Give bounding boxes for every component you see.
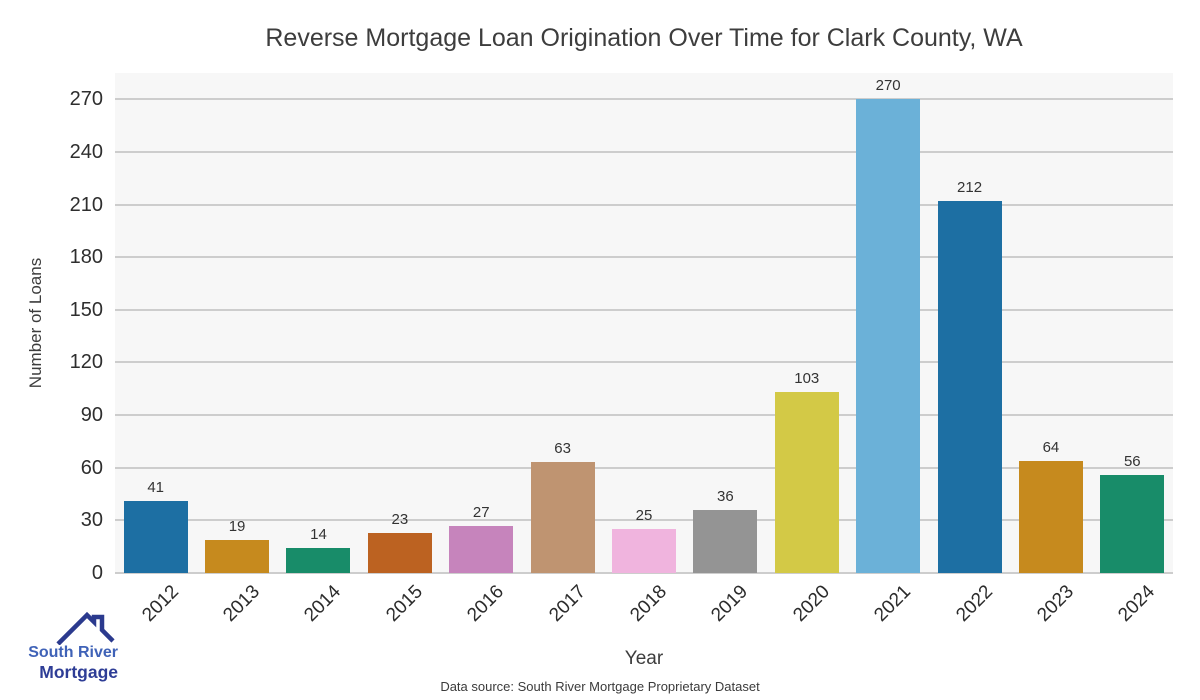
bar-value-label: 14: [310, 526, 327, 544]
y-tick-label: 270: [69, 88, 103, 111]
gridline: [115, 361, 1173, 364]
gridline: [115, 98, 1173, 101]
y-tick-label: 210: [69, 193, 103, 216]
bar: [1100, 474, 1165, 573]
y-tick-label: 0: [91, 562, 103, 584]
logo-text-line1: South River: [28, 644, 118, 661]
gridline: [115, 308, 1173, 311]
x-axis-ticks: 2012 2013 2014 2015 2016 2017 2018 2019 2020 2021…: [115, 578, 1173, 648]
x-axis-title: Year: [624, 648, 664, 669]
gridline: [115, 150, 1173, 153]
bar-value-label: 19: [228, 517, 246, 535]
y-tick-label: 180: [69, 246, 103, 269]
plot-area: 41 19 14 23 27 63 25 36 103 270 212 64 56: [115, 73, 1173, 574]
bar: [286, 548, 351, 573]
bar-value-label: 41: [147, 479, 165, 497]
house-roof-icon: [56, 611, 115, 645]
bar: [1018, 460, 1083, 573]
bar: [693, 509, 758, 573]
bar-value-label: 270: [875, 77, 901, 95]
bar: [205, 539, 270, 573]
bar-value-label: 27: [472, 503, 490, 521]
bar-value-label: 63: [554, 440, 571, 458]
data-source-note: Data source: South River Mortgage Propri…: [440, 679, 760, 694]
y-tick-label: 120: [69, 351, 103, 374]
y-tick-label: 240: [69, 140, 103, 163]
bar: [367, 532, 432, 573]
bar-value-label: 23: [391, 510, 409, 528]
bar: [937, 201, 1002, 573]
bar: [530, 462, 595, 573]
bar: [612, 529, 676, 573]
bar: [449, 525, 514, 573]
gridline: [115, 203, 1173, 206]
bar-value-label: 212: [957, 179, 983, 197]
y-tick-label: 60: [80, 456, 103, 479]
bar-value-label: 103: [794, 370, 820, 388]
bar-value-label: 64: [1042, 438, 1060, 456]
chart-title: Reverse Mortgage Loan Origination Over T…: [265, 24, 1023, 52]
y-tick-label: 150: [69, 298, 103, 321]
gridline: [115, 572, 1173, 574]
y-axis-ticks: 0 30 60 90 120 150 180 210 240 270: [0, 73, 103, 584]
bar: [856, 99, 921, 573]
bar-value-label: 56: [1123, 452, 1141, 470]
bar: [774, 392, 839, 573]
logo-text-line2: Mortgage: [39, 662, 118, 682]
y-tick-label: 90: [80, 404, 103, 427]
gridline: [115, 519, 1173, 522]
gridline: [115, 414, 1173, 417]
bar: [123, 501, 188, 573]
gridline: [115, 256, 1173, 259]
company-logo: South River Mortgage: [22, 611, 118, 683]
bar-value-label: 36: [717, 487, 734, 505]
bar-value-label: 25: [635, 507, 653, 525]
gridline: [115, 466, 1173, 469]
y-tick-label: 30: [80, 509, 103, 532]
